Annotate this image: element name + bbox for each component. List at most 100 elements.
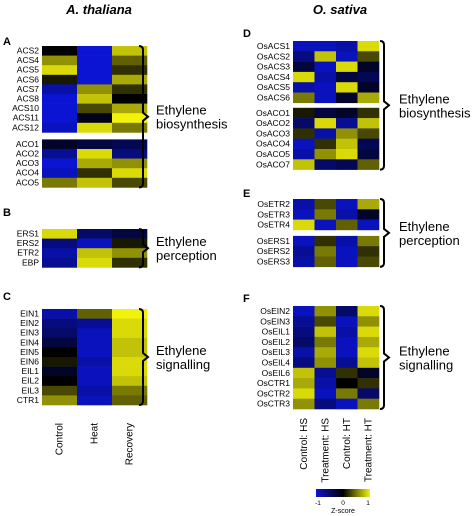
heatmap-cell xyxy=(336,199,358,210)
heatmap-cell xyxy=(314,209,337,220)
heatmap-cell xyxy=(293,398,315,410)
heatmap-cell xyxy=(314,138,337,150)
heatmap-cell xyxy=(42,149,78,159)
heatmap-cell xyxy=(112,376,148,387)
gene-label: OsEIL3 xyxy=(262,347,291,357)
heatmap-cell xyxy=(112,122,148,133)
column-label: Control: HT xyxy=(342,418,353,469)
heatmap-cell xyxy=(336,209,358,220)
column-label: Control: HS xyxy=(299,418,310,470)
heatmap-cell xyxy=(357,219,380,231)
heatmap-cell xyxy=(357,256,380,268)
gene-label: ACS12 xyxy=(12,122,39,132)
heatmap-cell xyxy=(42,158,78,169)
heatmap-cell xyxy=(112,385,148,396)
heatmap-cell xyxy=(112,248,148,259)
heatmap-cell xyxy=(314,61,337,73)
gene-label: ACO3 xyxy=(16,158,39,168)
heatmap-cell xyxy=(42,238,78,249)
heatmap-cell xyxy=(293,159,315,170)
heatmap-cell xyxy=(77,103,113,114)
group-bracket xyxy=(138,45,150,189)
heatmap-cell xyxy=(112,94,148,104)
gene-label: OsCTR2 xyxy=(257,388,290,398)
heatmap-cell xyxy=(336,61,358,73)
heatmap-cell xyxy=(77,74,113,85)
heatmap-cell xyxy=(336,235,358,247)
heatmap-cell xyxy=(314,128,337,139)
column-label: Treatment: HS xyxy=(320,418,331,483)
gene-label: EIN1 xyxy=(20,308,39,318)
heatmap-cell xyxy=(314,159,337,170)
heatmap-cell xyxy=(293,82,315,93)
colorbar-tick-max: 1 xyxy=(366,500,370,507)
heatmap-cell xyxy=(336,138,358,150)
gene-label: OsACO4 xyxy=(256,139,290,149)
heatmap-cell xyxy=(336,128,358,139)
heatmap-cell xyxy=(112,149,148,159)
panel-letter-e: E xyxy=(243,188,250,200)
heatmap-cell xyxy=(336,51,358,62)
heatmap-cell xyxy=(293,388,315,399)
heatmap-cell xyxy=(42,55,78,66)
heatmap-cell xyxy=(77,238,113,249)
gene-label: ACS7 xyxy=(17,84,39,94)
heatmap-cell xyxy=(314,347,337,358)
heatmap-cell xyxy=(112,55,148,66)
heatmap-cell xyxy=(42,357,78,367)
heatmap-cell xyxy=(42,177,78,188)
heatmap-cell xyxy=(293,336,315,348)
gene-label: OsERS3 xyxy=(257,257,290,267)
heatmap-cell xyxy=(77,55,113,66)
panel-letter-b: B xyxy=(3,207,11,219)
heatmap-cell xyxy=(336,357,358,369)
group-label: Ethylene xyxy=(399,91,450,106)
colorbar-gradient xyxy=(316,489,370,497)
gene-label: OsEIL4 xyxy=(262,358,291,368)
gene-label: EIL3 xyxy=(22,385,40,395)
heatmap-cell xyxy=(357,347,380,358)
column-label: Control xyxy=(55,423,66,455)
gene-label: OsACS5 xyxy=(257,82,290,92)
heatmap-cell xyxy=(293,92,315,104)
heatmap-cell xyxy=(293,357,315,369)
heatmap-cell xyxy=(77,366,113,377)
panel-letter-a: A xyxy=(3,36,11,48)
heatmap-cell xyxy=(336,107,358,119)
heatmap-cell xyxy=(314,357,337,369)
group-label: Ethylene xyxy=(156,103,207,118)
gene-label: ACS5 xyxy=(17,65,39,75)
gene-label: ETR2 xyxy=(17,248,39,258)
group-label: biosynthesis xyxy=(399,105,471,120)
heatmap-cell xyxy=(314,306,337,317)
heatmap-cell xyxy=(314,149,337,160)
gene-label: OsCTR1 xyxy=(257,378,290,388)
heatmap-cell xyxy=(357,316,380,327)
heatmap-cell xyxy=(42,74,78,85)
gene-label: OsACO7 xyxy=(256,159,290,169)
gene-label: ERS1 xyxy=(17,228,39,238)
gene-label: ACO2 xyxy=(16,148,39,158)
heatmap-cell xyxy=(357,61,380,73)
heatmap-cell xyxy=(357,367,380,379)
gene-label: OsACO1 xyxy=(256,108,290,118)
heatmap-cell xyxy=(42,366,78,377)
heatmap-cell xyxy=(314,367,337,379)
heatmap-cell xyxy=(112,328,148,339)
heatmap-cell xyxy=(112,238,148,249)
heatmap-cell xyxy=(314,107,337,119)
gene-label: EIN2 xyxy=(20,318,39,328)
heatmap-cell xyxy=(112,84,148,95)
x-axis-labels-thaliana: Control Heat Recovery xyxy=(55,423,136,465)
heatmap-cell xyxy=(336,367,358,379)
heatmap-cell xyxy=(42,309,78,319)
x-axis-labels-sativa: Control: HS Treatment: HS Control: HT Treat… xyxy=(299,418,375,483)
heatmap-cell xyxy=(336,347,358,358)
heatmap-cell xyxy=(42,103,78,114)
heatmap-cell xyxy=(293,256,315,268)
heatmap-cell xyxy=(357,246,380,257)
heatmap-cell xyxy=(77,177,113,188)
